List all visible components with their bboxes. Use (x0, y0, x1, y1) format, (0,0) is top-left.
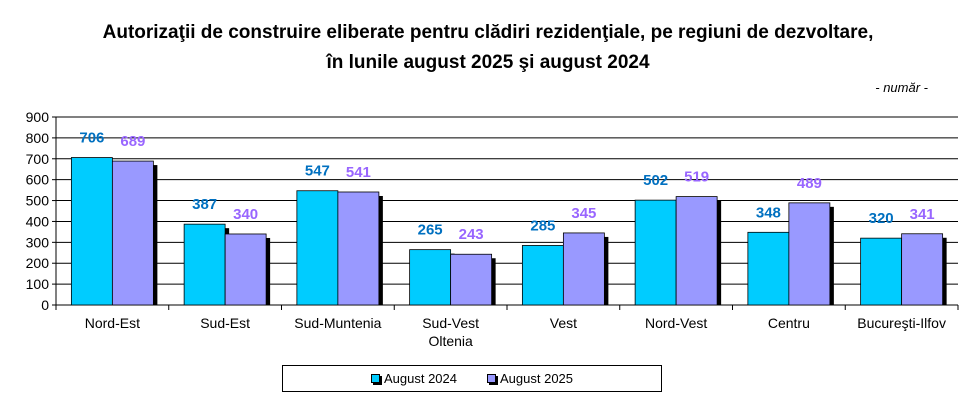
legend-label-2025: August 2025 (500, 371, 574, 386)
data-label: 340 (233, 206, 258, 223)
bar (521, 245, 564, 306)
chart-title-line1: Autorizaţii de construire eliberate pent… (102, 22, 874, 43)
bar (634, 199, 677, 306)
y-tick-label: 100 (26, 276, 50, 292)
data-label: 320 (869, 210, 894, 227)
bar (860, 237, 903, 306)
x-tick-label: Oltenia (428, 333, 473, 349)
bar (337, 191, 380, 306)
legend-item-2025: August 2025 (487, 371, 573, 386)
bar (675, 196, 718, 306)
bar (296, 190, 339, 306)
legend: August 2024 August 2025 (282, 365, 662, 392)
data-label: 285 (530, 217, 555, 234)
data-label: 341 (910, 206, 935, 223)
data-label: 489 (797, 175, 822, 192)
data-label: 689 (120, 133, 145, 150)
x-tick-label: Centru (768, 315, 810, 331)
bar (788, 202, 831, 306)
x-tick-label: Sud-Est (200, 315, 250, 331)
data-label: 541 (346, 164, 371, 181)
data-label: 547 (305, 163, 330, 180)
y-tick-label: 800 (26, 130, 50, 146)
x-tick-label: Sud-Muntenia (294, 315, 381, 331)
bar (450, 253, 493, 306)
x-tick-label: Nord-Est (85, 315, 140, 331)
y-tick-label: 400 (26, 213, 50, 229)
bar (70, 157, 113, 306)
bar (747, 231, 790, 306)
bar (183, 223, 226, 306)
x-tick-label: Sud-Vest (422, 315, 479, 331)
data-label: 502 (643, 172, 668, 189)
bar (111, 160, 154, 306)
bar (409, 249, 452, 306)
bar (901, 233, 944, 306)
bar (562, 232, 605, 306)
bar (224, 233, 267, 306)
data-label: 387 (192, 196, 217, 213)
y-tick-label: 600 (26, 172, 50, 188)
x-tick-label: Nord-Vest (645, 315, 707, 331)
data-label: 243 (459, 226, 484, 243)
data-label: 706 (79, 130, 104, 147)
y-tick-label: 900 (26, 109, 50, 125)
chart-title-line2: în lunile august 2025 şi august 2024 (326, 52, 650, 73)
data-label: 345 (571, 205, 596, 222)
y-tick-label: 200 (26, 255, 50, 271)
y-tick-label: 300 (26, 234, 50, 250)
x-tick-label: Vest (550, 315, 577, 331)
legend-swatch-2024 (370, 374, 380, 383)
data-label: 519 (684, 169, 709, 186)
data-label: 348 (756, 204, 781, 221)
legend-label-2024: August 2024 (383, 371, 457, 386)
y-tick-label: 0 (41, 297, 49, 313)
legend-item-2024: August 2024 (370, 371, 457, 386)
y-tick-label: 700 (26, 151, 50, 167)
x-tick-label: Bucureşti-Ilfov (857, 315, 946, 331)
data-label: 265 (418, 222, 443, 239)
y-tick-label: 500 (26, 193, 50, 209)
legend-swatch-2025 (487, 374, 496, 383)
unit-label: - număr - (875, 80, 928, 95)
